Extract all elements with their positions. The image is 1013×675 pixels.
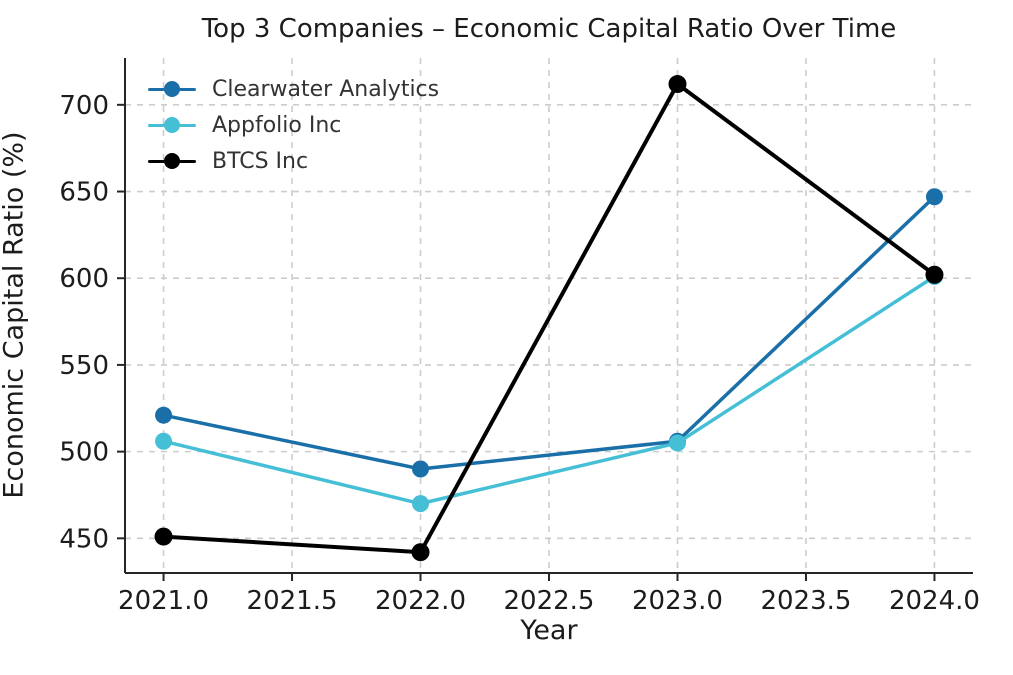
y-tick-label: 550 bbox=[59, 351, 109, 381]
x-tick-label: 2021.0 bbox=[118, 586, 209, 616]
legend-label: BTCS Inc bbox=[212, 148, 309, 174]
y-tick-label: 600 bbox=[59, 264, 109, 294]
y-tick-label: 650 bbox=[59, 178, 109, 208]
legend: Clearwater Analytics Appfolio Inc BTCS I… bbox=[148, 71, 439, 179]
legend-label: Appfolio Inc bbox=[212, 112, 342, 138]
data-point bbox=[925, 188, 943, 206]
data-point bbox=[412, 460, 430, 478]
data-point bbox=[154, 527, 173, 546]
x-tick-label: 2023.0 bbox=[632, 586, 723, 616]
x-tick-label: 2022.0 bbox=[375, 586, 466, 616]
legend-marker-icon bbox=[148, 153, 196, 169]
y-tick-label: 700 bbox=[59, 91, 109, 121]
y-tick-label: 500 bbox=[59, 438, 109, 468]
x-tick-label: 2021.5 bbox=[247, 586, 338, 616]
x-tick-label: 2024.0 bbox=[889, 586, 980, 616]
y-axis-label: Economic Capital Ratio (%) bbox=[0, 131, 30, 499]
data-point bbox=[411, 543, 430, 562]
data-point bbox=[668, 75, 687, 94]
series-line-btcs-inc bbox=[163, 82, 936, 555]
series-line-clearwater-analytics bbox=[163, 195, 936, 471]
legend-label: Clearwater Analytics bbox=[212, 76, 440, 102]
series-line-appfolio-inc bbox=[163, 275, 936, 506]
data-point bbox=[155, 432, 173, 450]
y-tick-label: 450 bbox=[59, 524, 109, 554]
legend-marker-icon bbox=[148, 81, 196, 97]
x-tick-label: 2022.5 bbox=[504, 586, 595, 616]
data-point bbox=[412, 495, 430, 513]
x-axis-label: Year bbox=[520, 615, 578, 646]
legend-item-appfolio-inc: Appfolio Inc bbox=[148, 107, 439, 143]
legend-item-clearwater-analytics: Clearwater Analytics bbox=[148, 71, 439, 107]
legend-marker-icon bbox=[148, 117, 196, 133]
chart-title: Top 3 Companies – Economic Capital Ratio… bbox=[201, 14, 897, 44]
data-point bbox=[668, 434, 686, 452]
legend-item-btcs-inc: BTCS Inc bbox=[148, 143, 439, 179]
data-point bbox=[155, 406, 173, 424]
data-point bbox=[925, 265, 944, 284]
x-tick-label: 2023.5 bbox=[760, 586, 851, 616]
